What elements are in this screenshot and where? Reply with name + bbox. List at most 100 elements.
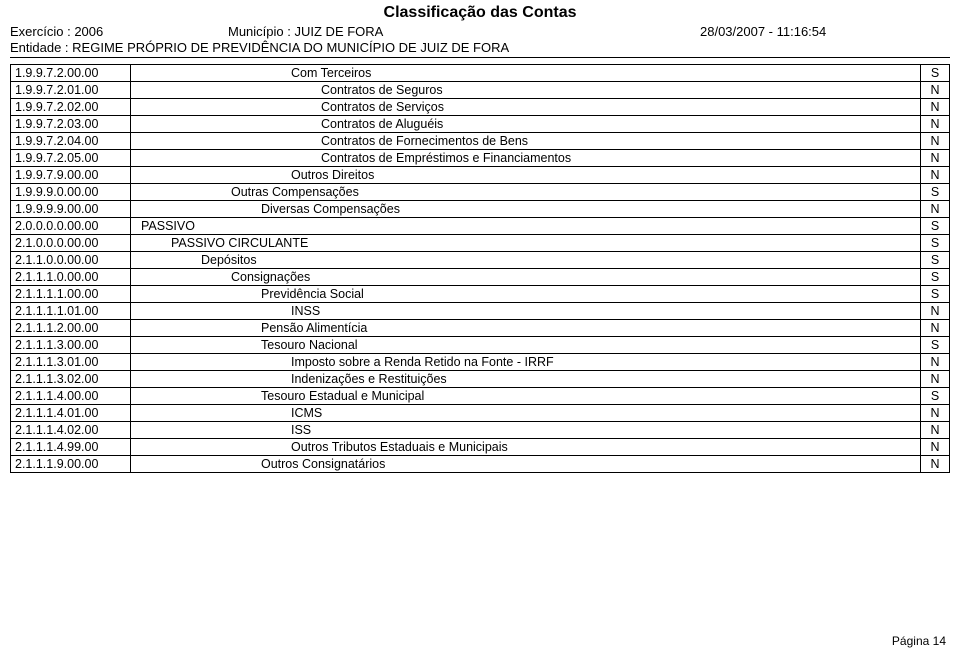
table-row: 1.9.9.7.2.01.00Contratos de SegurosN bbox=[10, 82, 950, 99]
table-row: 2.1.1.1.4.00.00Tesouro Estadual e Munici… bbox=[10, 388, 950, 405]
table-row: 1.9.9.9.9.00.00Diversas CompensaçõesN bbox=[10, 201, 950, 218]
account-code: 2.1.1.1.3.01.00 bbox=[11, 354, 131, 370]
page-label: Página bbox=[892, 634, 929, 648]
table-row: 2.1.1.0.0.00.00DepósitosS bbox=[10, 252, 950, 269]
account-flag: S bbox=[921, 388, 949, 404]
table-row: 2.1.1.1.0.00.00ConsignaçõesS bbox=[10, 269, 950, 286]
table-row: 2.0.0.0.0.00.00PASSIVOS bbox=[10, 218, 950, 235]
entidade-label: Entidade : bbox=[10, 40, 69, 55]
account-description: ICMS bbox=[131, 405, 921, 421]
table-row: 2.1.1.1.4.02.00ISSN bbox=[10, 422, 950, 439]
table-row: 2.1.1.1.3.00.00Tesouro NacionalS bbox=[10, 337, 950, 354]
account-code: 2.1.1.1.3.02.00 bbox=[11, 371, 131, 387]
account-flag: S bbox=[921, 337, 949, 353]
table-row: 2.1.1.1.1.00.00Previdência SocialS bbox=[10, 286, 950, 303]
account-description: Depósitos bbox=[131, 252, 921, 268]
account-code: 1.9.9.7.2.00.00 bbox=[11, 65, 131, 81]
account-description: Outros Direitos bbox=[131, 167, 921, 183]
account-description: Contratos de Aluguéis bbox=[131, 116, 921, 132]
municipio-field: Município : JUIZ DE FORA bbox=[228, 24, 700, 39]
account-flag: N bbox=[921, 82, 949, 98]
account-flag: S bbox=[921, 218, 949, 234]
page-number: 14 bbox=[933, 634, 946, 648]
account-description: INSS bbox=[131, 303, 921, 319]
table-row: 1.9.9.7.2.05.00Contratos de Empréstimos … bbox=[10, 150, 950, 167]
page-footer: Página 14 bbox=[892, 634, 946, 648]
table-row: 2.1.1.1.9.00.00Outros ConsignatáriosN bbox=[10, 456, 950, 473]
account-description: Pensão Alimentícia bbox=[131, 320, 921, 336]
account-flag: N bbox=[921, 439, 949, 455]
account-code: 2.1.1.1.1.00.00 bbox=[11, 286, 131, 302]
account-description: Diversas Compensações bbox=[131, 201, 921, 217]
table-row: 2.1.1.1.4.99.00Outros Tributos Estaduais… bbox=[10, 439, 950, 456]
report-header: Classificação das Contas Exercício : 200… bbox=[0, 0, 960, 55]
account-code: 1.9.9.7.2.04.00 bbox=[11, 133, 131, 149]
accounts-table: 1.9.9.7.2.00.00Com TerceirosS1.9.9.7.2.0… bbox=[0, 64, 960, 473]
exercise-value: 2006 bbox=[74, 24, 103, 39]
table-row: 1.9.9.9.0.00.00Outras CompensaçõesS bbox=[10, 184, 950, 201]
account-flag: S bbox=[921, 286, 949, 302]
account-code: 1.9.9.7.2.02.00 bbox=[11, 99, 131, 115]
table-row: 2.1.1.1.4.01.00ICMSN bbox=[10, 405, 950, 422]
account-description: Previdência Social bbox=[131, 286, 921, 302]
table-row: 2.1.0.0.0.00.00PASSIVO CIRCULANTES bbox=[10, 235, 950, 252]
table-row: 1.9.9.7.2.00.00Com TerceirosS bbox=[10, 64, 950, 82]
account-description: ISS bbox=[131, 422, 921, 438]
account-description: Outros Consignatários bbox=[131, 456, 921, 472]
account-description: Outros Tributos Estaduais e Municipais bbox=[131, 439, 921, 455]
account-flag: N bbox=[921, 116, 949, 132]
account-flag: N bbox=[921, 150, 949, 166]
account-code: 1.9.9.9.0.00.00 bbox=[11, 184, 131, 200]
municipio-label: Município : bbox=[228, 24, 291, 39]
account-code: 2.1.1.0.0.00.00 bbox=[11, 252, 131, 268]
account-code: 2.1.1.1.1.01.00 bbox=[11, 303, 131, 319]
account-description: Contratos de Empréstimos e Financiamento… bbox=[131, 150, 921, 166]
account-code: 2.1.1.1.4.01.00 bbox=[11, 405, 131, 421]
account-code: 1.9.9.7.2.05.00 bbox=[11, 150, 131, 166]
account-code: 2.1.1.1.4.02.00 bbox=[11, 422, 131, 438]
account-description: Contratos de Fornecimentos de Bens bbox=[131, 133, 921, 149]
account-flag: S bbox=[921, 252, 949, 268]
account-description: Contratos de Seguros bbox=[131, 82, 921, 98]
account-flag: S bbox=[921, 235, 949, 251]
account-description: Tesouro Estadual e Municipal bbox=[131, 388, 921, 404]
table-row: 1.9.9.7.2.04.00Contratos de Fornecimento… bbox=[10, 133, 950, 150]
table-row: 1.9.9.7.2.02.00Contratos de ServiçosN bbox=[10, 99, 950, 116]
account-code: 2.1.1.1.0.00.00 bbox=[11, 269, 131, 285]
account-description: Com Terceiros bbox=[131, 65, 921, 81]
entidade-field: Entidade : REGIME PRÓPRIO DE PREVIDÊNCIA… bbox=[10, 40, 950, 55]
account-flag: N bbox=[921, 354, 949, 370]
account-code: 2.1.1.1.9.00.00 bbox=[11, 456, 131, 472]
account-flag: S bbox=[921, 184, 949, 200]
table-row: 2.1.1.1.2.00.00Pensão AlimentíciaN bbox=[10, 320, 950, 337]
table-row: 2.1.1.1.1.01.00INSSN bbox=[10, 303, 950, 320]
account-code: 1.9.9.7.9.00.00 bbox=[11, 167, 131, 183]
account-code: 2.1.1.1.4.99.00 bbox=[11, 439, 131, 455]
account-description: Outras Compensações bbox=[131, 184, 921, 200]
entidade-value: REGIME PRÓPRIO DE PREVIDÊNCIA DO MUNICÍP… bbox=[72, 40, 509, 55]
account-flag: N bbox=[921, 405, 949, 421]
table-row: 2.1.1.1.3.01.00Imposto sobre a Renda Ret… bbox=[10, 354, 950, 371]
account-flag: N bbox=[921, 201, 949, 217]
account-description: Imposto sobre a Renda Retido na Fonte - … bbox=[131, 354, 921, 370]
account-code: 2.0.0.0.0.00.00 bbox=[11, 218, 131, 234]
account-description: Consignações bbox=[131, 269, 921, 285]
meta-line: Exercício : 2006 Município : JUIZ DE FOR… bbox=[10, 24, 950, 39]
account-flag: N bbox=[921, 99, 949, 115]
exercise-field: Exercício : 2006 bbox=[10, 24, 228, 39]
report-title: Classificação das Contas bbox=[10, 4, 950, 22]
exercise-label: Exercício : bbox=[10, 24, 71, 39]
account-description: Tesouro Nacional bbox=[131, 337, 921, 353]
account-flag: N bbox=[921, 456, 949, 472]
account-description: PASSIVO bbox=[131, 218, 921, 234]
account-flag: S bbox=[921, 269, 949, 285]
account-code: 2.1.0.0.0.00.00 bbox=[11, 235, 131, 251]
municipio-value: JUIZ DE FORA bbox=[295, 24, 384, 39]
table-row: 1.9.9.7.9.00.00Outros DireitosN bbox=[10, 167, 950, 184]
account-flag: N bbox=[921, 167, 949, 183]
account-description: PASSIVO CIRCULANTE bbox=[131, 235, 921, 251]
account-flag: N bbox=[921, 422, 949, 438]
account-code: 2.1.1.1.4.00.00 bbox=[11, 388, 131, 404]
account-code: 1.9.9.7.2.03.00 bbox=[11, 116, 131, 132]
account-code: 2.1.1.1.2.00.00 bbox=[11, 320, 131, 336]
